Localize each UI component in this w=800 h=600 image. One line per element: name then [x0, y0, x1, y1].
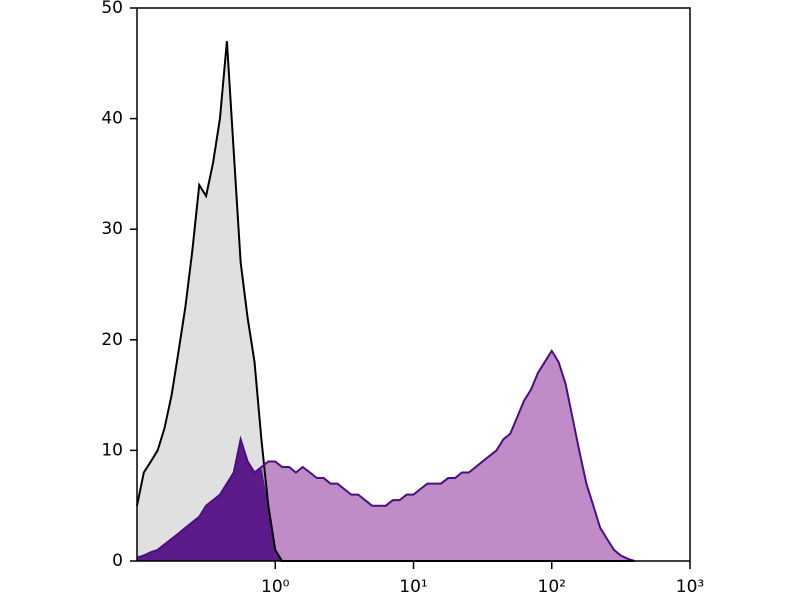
x-tick-label: 10¹	[399, 577, 427, 597]
y-tick-label: 0	[112, 551, 123, 571]
y-tick-label: 50	[101, 0, 123, 18]
x-tick-label: 10²	[538, 577, 566, 597]
x-tick-label: 10³	[676, 577, 704, 597]
y-tick-label: 20	[101, 330, 123, 350]
histogram-area	[137, 41, 635, 562]
y-tick-label: 30	[101, 219, 123, 239]
y-tick-label: 40	[101, 109, 123, 129]
histogram-outline	[136, 348, 635, 562]
overlap-area	[137, 439, 635, 561]
y-tick-label: 10	[101, 440, 123, 460]
x-tick-label: 10⁰	[261, 577, 290, 597]
